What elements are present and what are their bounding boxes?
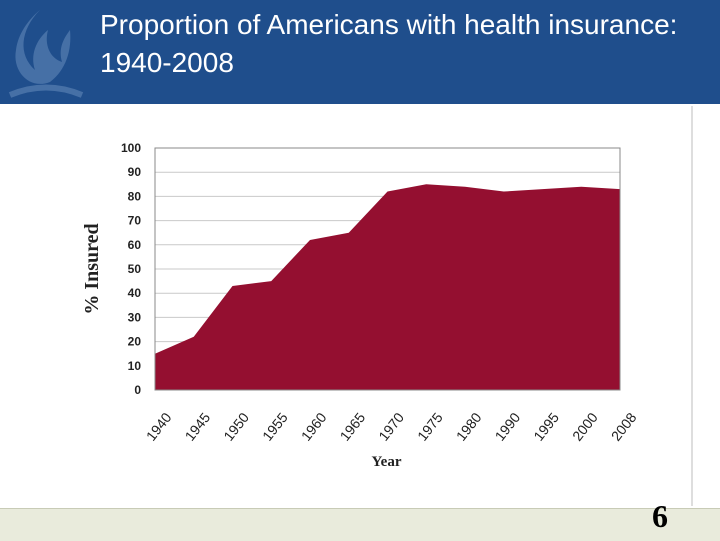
- plot-frame: [154, 147, 621, 391]
- title-bar: Proportion of Americans with health insu…: [0, 0, 720, 104]
- x-axis-label: Year: [372, 454, 402, 470]
- x-tick-label: 1990: [492, 409, 524, 444]
- y-tick-label: 30: [128, 310, 142, 324]
- x-tick-label: 1955: [259, 409, 291, 444]
- flame-logo-icon: [8, 10, 84, 98]
- x-axis-ticks: 1940 1945 1950 1955 1960 1965 1970 1975 1980 1990…: [143, 409, 640, 444]
- x-tick-label: 2000: [569, 409, 601, 444]
- x-tick-label: 2008: [608, 409, 640, 444]
- y-tick-label: 50: [128, 262, 142, 276]
- x-tick-label: 1965: [337, 409, 369, 444]
- right-rule: [691, 106, 693, 506]
- insured-area: [155, 184, 620, 390]
- x-tick-label: 1950: [220, 409, 252, 444]
- y-tick-label: 60: [128, 238, 142, 252]
- x-tick-label: 1940: [143, 409, 175, 444]
- page-number: 6: [652, 498, 668, 534]
- y-tick-label: 40: [128, 286, 142, 300]
- header-rule: [0, 104, 720, 107]
- y-axis-ticks: 0 10 20 30 40 50 60 70 80 90 100: [121, 141, 141, 397]
- y-tick-label: 70: [128, 214, 142, 228]
- y-tick-label: 100: [121, 141, 141, 155]
- y-tick-label: 20: [128, 335, 142, 349]
- x-tick-label: 1975: [414, 409, 446, 444]
- y-tick-label: 0: [134, 383, 141, 397]
- slide-title: Proportion of Americans with health insu…: [100, 9, 678, 78]
- x-tick-label: 1970: [375, 409, 407, 444]
- footer-bar: [0, 508, 720, 541]
- x-tick-label: 1980: [453, 409, 485, 444]
- x-tick-label: 1995: [530, 409, 562, 444]
- y-tick-label: 10: [128, 359, 142, 373]
- x-tick-label: 1960: [298, 409, 330, 444]
- y-tick-label: 80: [128, 189, 142, 203]
- y-tick-label: 90: [128, 165, 142, 179]
- y-axis-label: % Insured: [81, 223, 103, 314]
- x-tick-label: 1945: [182, 409, 214, 444]
